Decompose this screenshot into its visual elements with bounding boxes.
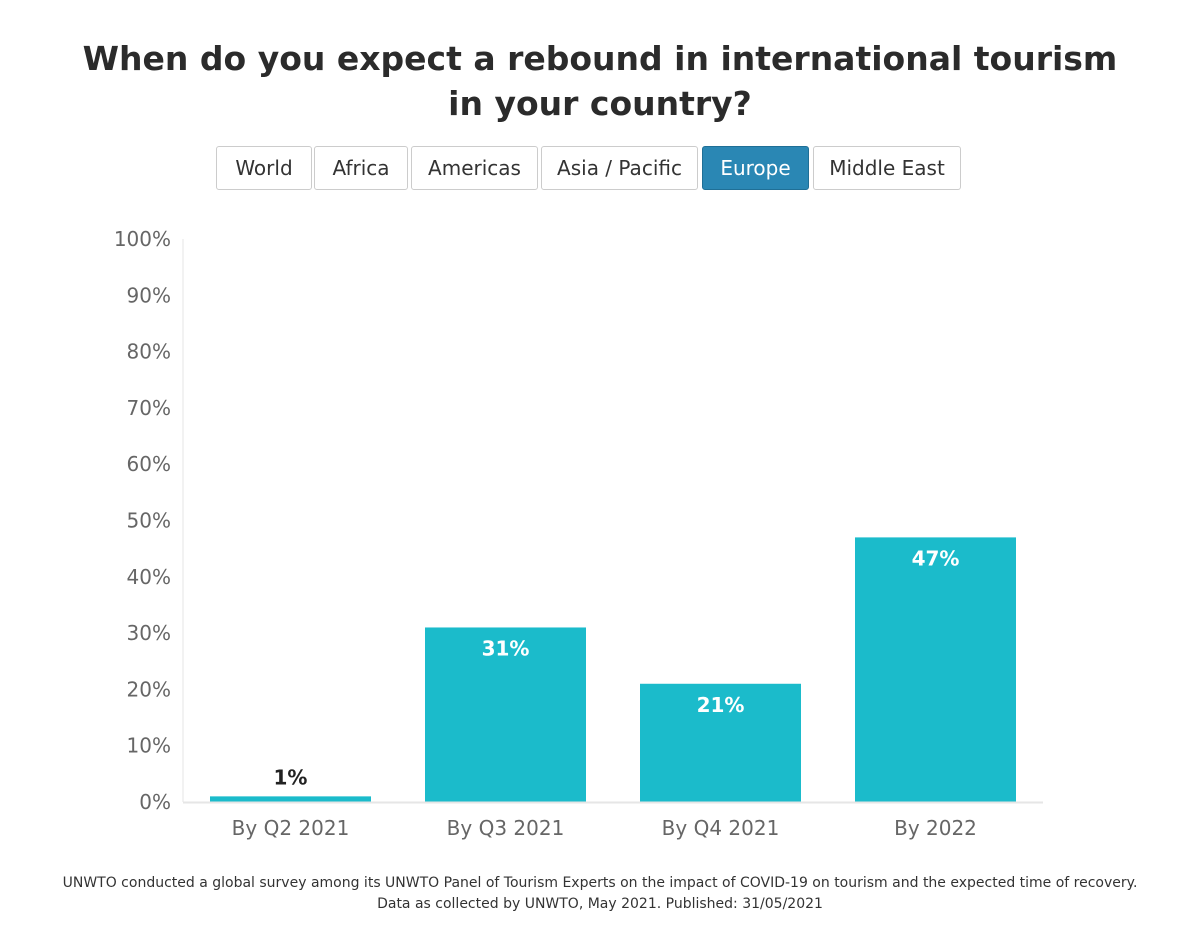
y-tick-label: 100% [114,227,171,251]
tab-world[interactable]: World [216,146,312,190]
tab-europe[interactable]: Europe [702,146,809,190]
y-tick-label: 30% [127,621,171,645]
x-tick-label: By 2022 [894,816,977,840]
tab-middle-east[interactable]: Middle East [813,146,961,190]
y-tick-label: 90% [127,283,171,307]
bar-chart: 0% 10% 20% 30% 40% 50% 60% 70% 80% 90% 100% 1% By Q2… [114,227,1043,840]
tab-americas[interactable]: Americas [411,146,538,190]
bar-4 [855,537,1016,802]
data-label: 21% [697,693,745,717]
footnote-line-2: Data as collected by UNWTO, May 2021. Pu… [377,896,823,912]
data-label: 47% [912,546,960,570]
y-tick-label: 20% [127,677,171,701]
y-tick-label: 60% [127,452,171,476]
x-tick-label: By Q2 2021 [232,816,350,840]
data-label: 1% [274,765,308,789]
y-tick-label: 80% [127,340,171,364]
y-tick-label: 0% [139,790,171,814]
x-tick-label: By Q4 2021 [662,816,780,840]
data-label: 31% [482,636,530,660]
y-tick-label: 70% [127,396,171,420]
bar-1 [210,796,371,802]
footnote-line-1: UNWTO conducted a global survey among it… [62,875,1138,891]
tab-asia-pacific[interactable]: Asia / Pacific [541,146,698,190]
x-tick-label: By Q3 2021 [447,816,565,840]
y-tick-label: 10% [127,734,171,758]
tab-africa[interactable]: Africa [314,146,408,190]
bar-3 [640,683,801,802]
y-tick-label: 50% [127,509,171,533]
y-tick-label: 40% [127,565,171,589]
region-tabs: World Africa Americas Asia / Pacific Eur… [216,146,961,190]
footnote: UNWTO conducted a global survey among it… [0,873,1200,915]
bar-2 [425,627,586,802]
chart-title: When do you expect a rebound in internat… [82,39,1118,123]
